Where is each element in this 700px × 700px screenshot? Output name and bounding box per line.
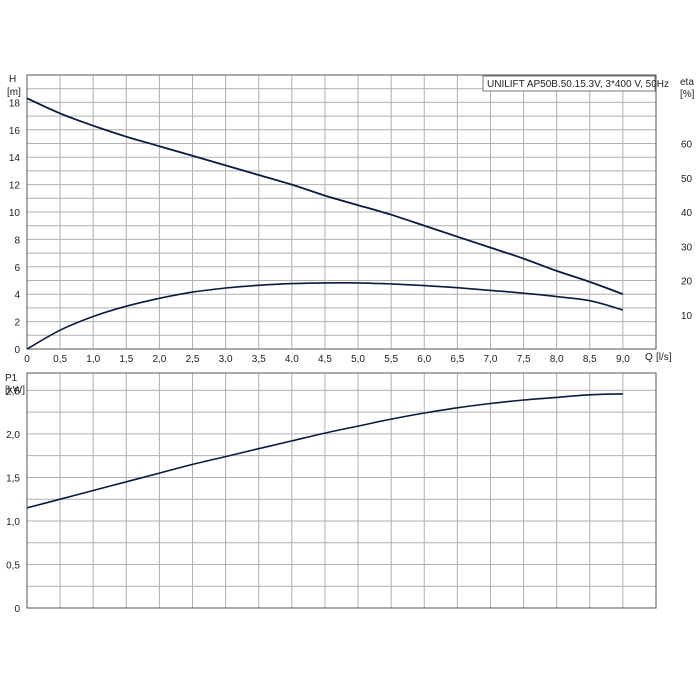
y-tick-label: 18 [9,98,21,109]
x-tick-label: 2,5 [186,354,200,365]
x-tick-label: 5,5 [384,354,398,365]
x-tick-label: 6,0 [417,354,431,365]
x-tick-label: 7,5 [517,354,531,365]
bottom-y-tick-labels: 0 0,5 1,0 1,5 2,0 2,5 [6,386,20,615]
power-curve [26,393,623,509]
x-axis-unit-q: [l/s] [656,352,672,363]
y2-tick-label: 30 [681,242,693,253]
top-x-tick-labels: 0 0,5 1,0 1,5 2,0 2,5 3,0 3,5 4,0 4,5 5,0 5,5 6,0 6,5… [24,354,630,365]
p1-tick-label: 1,5 [6,473,20,484]
p1-tick-label: 0,5 [6,560,20,571]
top-y2-tick-labels: 10 20 30 40 50 60 [681,140,693,322]
y2-tick-label: 10 [681,311,693,322]
title-box [482,75,656,92]
x-tick-label: 4,0 [285,354,299,365]
bottom-plot-frame [26,372,657,609]
x-tick-label: 0,5 [53,354,67,365]
x-tick-label: 6,5 [450,354,464,365]
y-tick-label: 12 [9,181,21,192]
x-tick-label: 1,5 [119,354,133,365]
y-tick-label: 4 [14,290,20,301]
x-tick-label: 7,0 [484,354,498,365]
x-tick-label: 1,0 [86,354,100,365]
x-tick-label: 4,5 [318,354,332,365]
y2-tick-label: 50 [681,174,693,185]
y2-axis-unit-eta: [%] [680,89,695,100]
x-tick-label: 8,0 [550,354,564,365]
y-axis-unit-h: [m] [7,87,21,98]
top-y-tick-labels: 0 2 4 6 8 10 12 14 16 18 [9,98,21,356]
x-tick-label: 9,0 [616,354,630,365]
y-tick-label: 10 [9,208,21,219]
y2-tick-label: 20 [681,277,693,288]
top-plot-grid [27,75,656,349]
chart-title: UNILIFT AP50B.50.15.3V, 3*400 V, 50Hz [487,79,669,90]
y2-tick-label: 60 [681,140,693,151]
y-tick-label: 8 [14,235,20,246]
head-curve [26,97,624,296]
x-tick-label: 0 [24,354,30,365]
p1-tick-label: 0 [14,604,20,615]
y2-tick-label: 40 [681,208,693,219]
y-tick-label: 16 [9,126,21,137]
y2-axis-label-eta: eta [680,77,694,88]
y-tick-label: 14 [9,153,21,164]
x-tick-label: 5,0 [351,354,365,365]
y-axis-label-p1: P1 [5,373,18,384]
y-axis-unit-p1: [kW] [5,385,25,396]
bottom-plot-grid [27,373,656,608]
y-tick-label: 0 [14,345,20,356]
p1-tick-label: 2,0 [6,430,20,441]
y-tick-label: 6 [14,263,20,274]
efficiency-curve [26,281,624,350]
x-tick-label: 3,5 [252,354,266,365]
top-plot-frame [26,74,657,350]
y-tick-label: 2 [14,318,20,329]
bottom-curves [26,393,623,509]
x-tick-label: 3,0 [219,354,233,365]
p1-tick-label: 1,0 [6,517,20,528]
top-curves [26,97,624,350]
p1-tick-label: 2,5 [6,386,20,397]
x-tick-label: 2,0 [152,354,166,365]
y-axis-label-h: H [9,74,16,85]
x-tick-label: 8,5 [583,354,597,365]
x-axis-label-q: Q [645,352,653,363]
